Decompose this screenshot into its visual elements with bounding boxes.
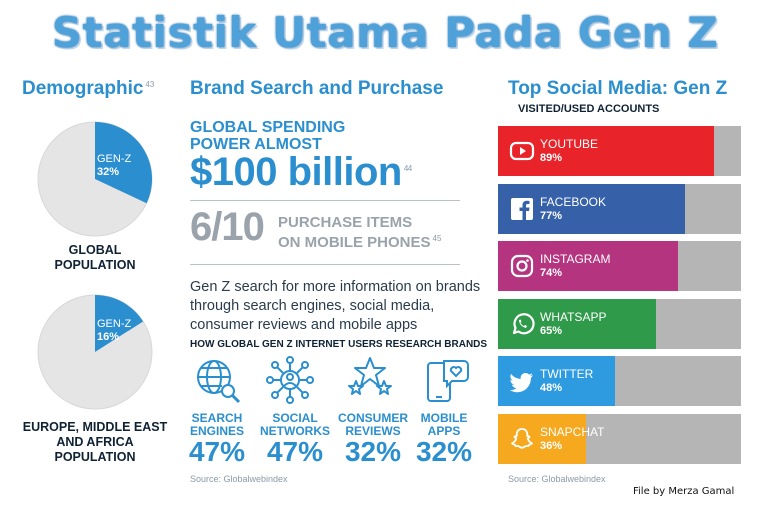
divider (190, 264, 460, 265)
spending-line-2: POWER ALMOST (190, 136, 322, 153)
caption-line: POPULATION (54, 258, 136, 272)
pie-slice-genz (95, 295, 144, 352)
pie-label-pct: 32% (97, 166, 120, 178)
pie-label: GEN-Z 16% (97, 318, 131, 344)
bar-value: 77% (540, 209, 563, 222)
bar-label: SNAPCHAT (540, 424, 605, 439)
bar-track-twitter: TWITTER 48% (498, 356, 741, 406)
brand-description: Gen Z search for more information on bra… (190, 279, 481, 333)
method-line: APPS (427, 424, 461, 438)
divider (190, 200, 460, 201)
demo-caption-emea: EUROPE, MIDDLE EAST AND AFRICA POPULATIO… (10, 420, 180, 465)
social-source: Source: Globalwebindex (508, 474, 606, 484)
bar-track-youtube: YOUTUBE 89% (498, 126, 741, 176)
spending-line-1: GLOBAL SPENDING (190, 119, 346, 136)
demo-caption-global: GLOBAL POPULATION (20, 243, 170, 273)
caption-line: EUROPE, MIDDLE EAST (22, 420, 168, 434)
globe-search-icon (197, 360, 241, 404)
bar-track-instagram: INSTAGRAM 74% (498, 241, 741, 291)
stars-icon (348, 357, 392, 395)
twitter-icon (509, 373, 533, 393)
social-subheading: VISITED/USED ACCOUNTS (518, 103, 660, 115)
pie-label: GEN-Z 32% (97, 153, 131, 179)
bar-label: INSTAGRAM (540, 252, 611, 266)
caption-line: AND AFRICA (56, 435, 134, 449)
caption-line: POPULATION (54, 450, 136, 464)
bar-track-facebook: FACEBOOK 77% (498, 183, 741, 234)
bar-value: 65% (540, 324, 563, 337)
purchase-line-2-text: ON MOBILE PHONES (278, 234, 431, 251)
demographic-heading: Demographic 43 (22, 78, 155, 99)
bar-value: 89% (540, 152, 563, 164)
bar-value: 36% (540, 439, 563, 452)
brand-source: Source: Globalwebindex (190, 474, 288, 484)
whatsapp-icon (512, 312, 535, 334)
spending-amount: $100 billion 44 (190, 150, 412, 195)
method-line: ENGINES (189, 424, 244, 438)
purchase-line-2: ON MOBILE PHONES 45 (278, 231, 441, 251)
pie-label-name: GEN-Z (97, 318, 132, 330)
method-label: SOCIAL NETWORKS (260, 412, 330, 438)
pie-label-name: GEN-Z (97, 153, 132, 165)
method-line: SOCIAL (272, 411, 318, 425)
demographic-ref: 43 (145, 79, 155, 89)
global-population-pie (37, 121, 153, 237)
method-pct: 32% (415, 436, 473, 467)
main-title: Statistik Utama Pada Gen Z (51, 8, 719, 57)
bar-value: 48% (540, 382, 563, 394)
brand-heading: Brand Search and Purchase (190, 78, 444, 99)
research-heading: HOW GLOBAL GEN Z INTERNET USERS RESEARCH… (190, 339, 488, 350)
bar-fill-whatsapp (498, 298, 656, 349)
facebook-icon (511, 197, 533, 220)
method-line: CONSUMER (337, 411, 408, 425)
pie-label-pct: 16% (97, 331, 120, 343)
emea-population-pie (37, 294, 153, 410)
method-line: SEARCH (191, 411, 243, 425)
instagram-icon (510, 254, 534, 278)
purchase-fraction: 6/10 (190, 205, 265, 249)
social-network-icon (266, 356, 314, 404)
bar-label: FACEBOOK (540, 194, 607, 209)
bar-label: TWITTER (540, 367, 594, 381)
youtube-icon (509, 141, 535, 161)
purchase-ref: 45 (432, 234, 442, 243)
credit: File by Merza Gamal (633, 486, 735, 497)
method-pct: 32% (344, 436, 402, 467)
amount-text: $100 billion (190, 150, 402, 194)
snapchat-icon (511, 427, 533, 449)
bar-track-snapchat: SNAPCHAT 36% (498, 413, 741, 464)
method-line: REVIEWS (345, 424, 401, 438)
amount-ref: 44 (403, 163, 412, 173)
method-line: NETWORKS (260, 424, 330, 438)
mobile-heart-icon (427, 360, 469, 402)
bar-track-whatsapp: WHATSAPP 65% (498, 298, 741, 349)
caption-line: GLOBAL (68, 243, 122, 257)
method-label: SEARCH ENGINES (187, 412, 247, 438)
method-pct: 47% (266, 436, 324, 467)
method-label: CONSUMER REVIEWS (335, 412, 411, 438)
bar-value: 74% (540, 267, 563, 279)
social-heading: Top Social Media: Gen Z (508, 78, 728, 99)
pie-slice-genz (95, 122, 153, 204)
bar-fill-snapchat (498, 413, 586, 464)
bar-fill-instagram (498, 241, 678, 291)
method-line: MOBILE (420, 411, 468, 425)
bar-label: YOUTUBE (540, 137, 599, 151)
purchase-line-1: PURCHASE ITEMS (278, 214, 413, 231)
method-label: MOBILE APPS (414, 412, 474, 438)
method-pct: 47% (188, 436, 246, 467)
bar-label: WHATSAPP (540, 309, 607, 324)
